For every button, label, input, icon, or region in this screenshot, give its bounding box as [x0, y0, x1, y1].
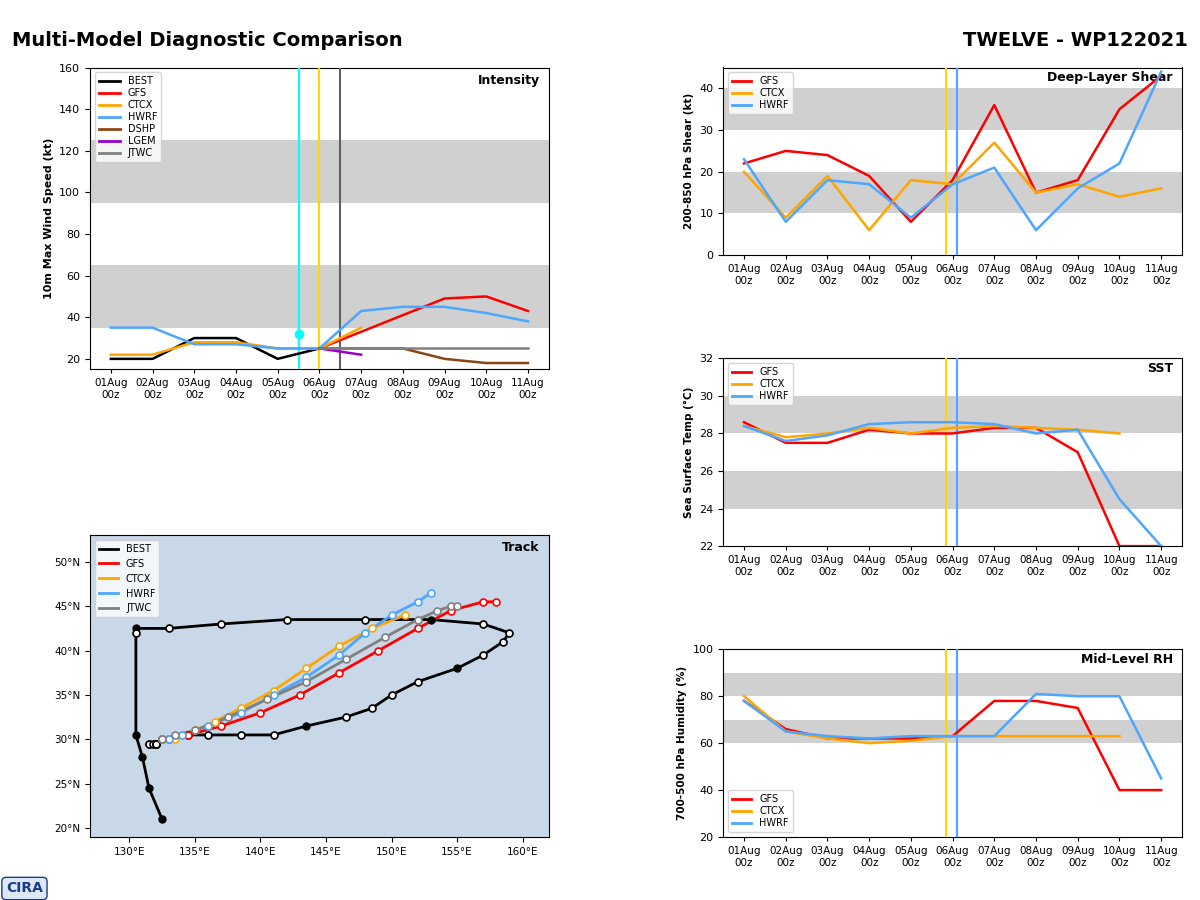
Bar — [724, 720, 1182, 743]
Text: CIRA: CIRA — [6, 881, 43, 896]
Bar — [90, 266, 548, 328]
Text: TWELVE - WP122021: TWELVE - WP122021 — [964, 32, 1188, 50]
Y-axis label: 200-850 hPa Shear (kt): 200-850 hPa Shear (kt) — [684, 94, 694, 230]
Y-axis label: 10m Max Wind Speed (kt): 10m Max Wind Speed (kt) — [43, 138, 54, 299]
Bar — [90, 140, 548, 202]
Legend: GFS, CTCX, HWRF: GFS, CTCX, HWRF — [728, 790, 792, 833]
Bar — [724, 673, 1182, 697]
Text: Multi-Model Diagnostic Comparison: Multi-Model Diagnostic Comparison — [12, 32, 403, 50]
Text: Deep-Layer Shear: Deep-Layer Shear — [1048, 71, 1172, 85]
Legend: BEST, GFS, CTCX, HWRF, JTWC: BEST, GFS, CTCX, HWRF, JTWC — [95, 540, 160, 617]
Legend: GFS, CTCX, HWRF: GFS, CTCX, HWRF — [728, 72, 792, 114]
Text: Track: Track — [502, 541, 540, 554]
Bar — [724, 471, 1182, 508]
Y-axis label: Sea Surface Temp (°C): Sea Surface Temp (°C) — [684, 387, 694, 518]
Bar — [724, 172, 1182, 213]
Text: SST: SST — [1147, 362, 1172, 375]
Legend: GFS, CTCX, HWRF: GFS, CTCX, HWRF — [728, 364, 792, 405]
Bar — [724, 396, 1182, 434]
Text: Mid-Level RH: Mid-Level RH — [1081, 653, 1172, 666]
Text: Intensity: Intensity — [478, 74, 540, 86]
Bar — [724, 88, 1182, 130]
Y-axis label: 700-500 hPa Humidity (%): 700-500 hPa Humidity (%) — [677, 666, 686, 820]
Legend: BEST, GFS, CTCX, HWRF, DSHP, LGEM, JTWC: BEST, GFS, CTCX, HWRF, DSHP, LGEM, JTWC — [95, 72, 161, 162]
